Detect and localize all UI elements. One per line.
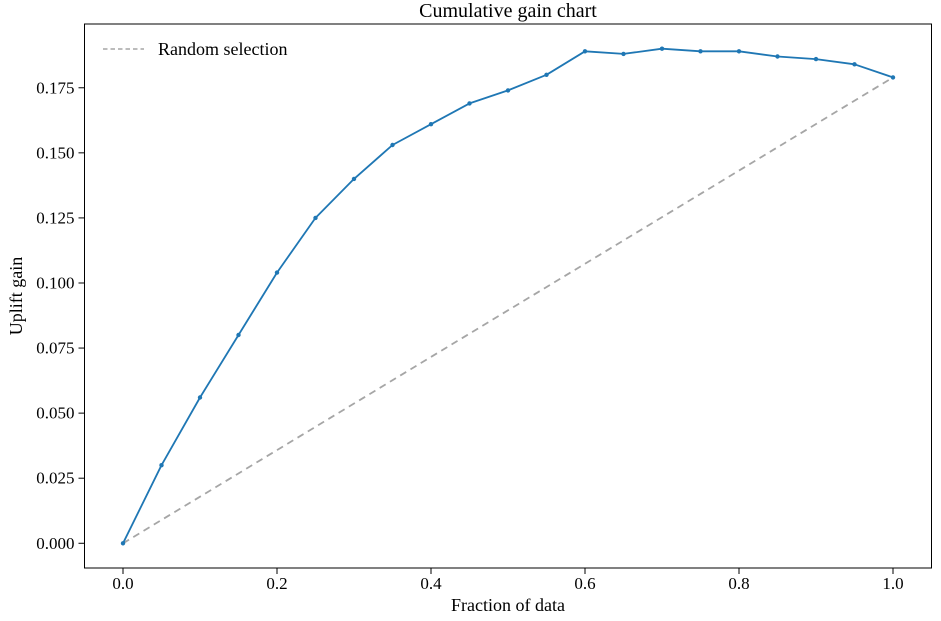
y-axis-label: Uplift gain (6, 257, 26, 336)
y-axis-tick-label: 0.125 (36, 208, 74, 227)
data-point-marker (467, 101, 472, 106)
y-axis-tick-label: 0.025 (36, 469, 74, 488)
data-point-marker (621, 51, 626, 57)
y-axis-tick-label: 0.150 (36, 143, 74, 162)
x-axis-tick-label: 0.4 (420, 574, 442, 593)
data-point-marker (274, 270, 280, 275)
y-axis-tick-label: 0.000 (36, 534, 74, 553)
data-point-marker (659, 46, 665, 51)
y-axis-tick-label: 0.100 (36, 273, 74, 292)
series-uplift-gain-curve-markers (120, 46, 896, 546)
data-point-marker (236, 332, 241, 338)
data-point-marker (813, 56, 819, 62)
plot-area (84, 24, 932, 568)
data-point-marker (428, 122, 434, 127)
plot-border (84, 23, 932, 569)
y-axis-tick-label: 0.175 (36, 78, 74, 97)
data-point-marker (197, 395, 203, 400)
legend: Random selection (103, 39, 287, 59)
legend-item-label: Random selection (158, 39, 287, 59)
y-axis-tick-label: 0.050 (36, 404, 74, 423)
data-point-marker (120, 541, 126, 546)
series-layer (120, 46, 896, 546)
data-point-marker (736, 49, 742, 54)
x-axis-tick-label: 0.6 (574, 574, 595, 593)
data-point-marker (313, 215, 318, 221)
x-axis-tick-label: 1.0 (882, 574, 903, 593)
x-axis-label: Fraction of data (451, 595, 565, 615)
chart-title: Cumulative gain chart (419, 0, 597, 22)
data-point-marker (544, 72, 549, 78)
data-point-marker (505, 88, 511, 93)
data-point-marker (890, 75, 896, 80)
x-axis-tick-label: 0.8 (728, 574, 749, 593)
data-point-marker (351, 176, 357, 182)
series-random-selection-line (122, 76, 894, 545)
data-point-marker (698, 49, 703, 54)
data-point-marker (775, 54, 780, 59)
data-point-marker (390, 142, 395, 148)
data-point-marker (582, 49, 588, 54)
data-point-marker (159, 463, 164, 468)
axes-layer: 0.0 0.2 0.4 0.6 0.8 1.0 0.000 0.025 0.050 0.075 0.… (36, 78, 903, 593)
data-point-marker (852, 62, 857, 67)
y-axis-tick-label: 0.075 (36, 339, 74, 358)
x-axis-tick-label: 0.2 (266, 574, 287, 593)
x-axis-tick-label: 0.0 (112, 574, 133, 593)
